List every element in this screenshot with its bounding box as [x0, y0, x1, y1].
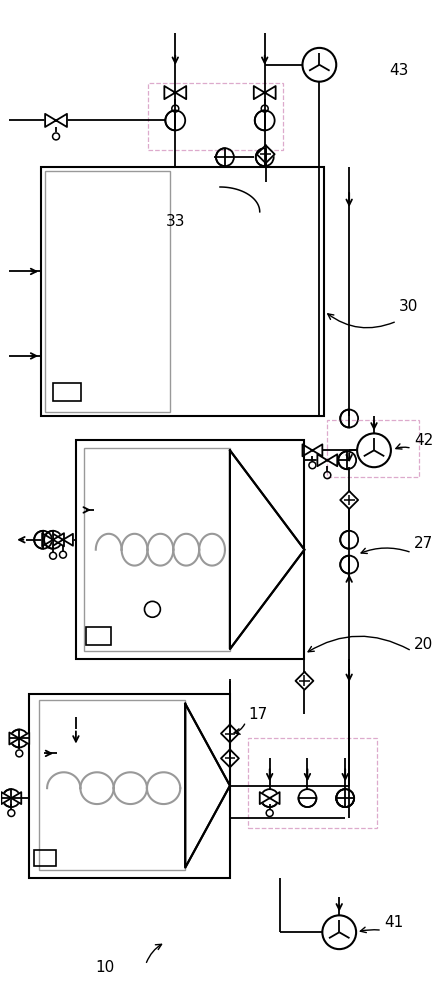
Polygon shape: [11, 792, 21, 804]
Polygon shape: [339, 491, 357, 509]
Polygon shape: [1, 792, 11, 804]
Polygon shape: [164, 86, 175, 99]
Polygon shape: [42, 533, 53, 546]
Polygon shape: [253, 86, 264, 99]
Bar: [247, 738, 376, 828]
Bar: [86, 627, 110, 645]
Polygon shape: [175, 86, 186, 99]
Polygon shape: [259, 792, 269, 804]
Polygon shape: [269, 792, 279, 804]
Bar: [39, 700, 185, 870]
Text: 27: 27: [413, 536, 432, 551]
Polygon shape: [264, 86, 275, 99]
Polygon shape: [63, 534, 73, 546]
Bar: [34, 850, 56, 866]
Polygon shape: [230, 450, 304, 649]
Polygon shape: [45, 114, 56, 127]
Bar: [148, 83, 282, 150]
Polygon shape: [327, 454, 336, 466]
Polygon shape: [317, 454, 327, 466]
Polygon shape: [9, 733, 19, 744]
Text: 17: 17: [247, 707, 266, 722]
Polygon shape: [19, 733, 29, 744]
Polygon shape: [220, 725, 238, 742]
Bar: [76, 440, 304, 659]
Text: 10: 10: [95, 960, 115, 975]
Polygon shape: [56, 114, 67, 127]
Polygon shape: [53, 534, 63, 546]
Text: 30: 30: [398, 299, 417, 314]
Polygon shape: [53, 533, 64, 546]
Polygon shape: [312, 444, 321, 456]
Polygon shape: [302, 444, 312, 456]
Polygon shape: [295, 672, 313, 690]
Bar: [327, 420, 418, 477]
Text: 33: 33: [165, 214, 184, 229]
Text: 41: 41: [383, 915, 402, 930]
Polygon shape: [256, 145, 274, 163]
Bar: [84, 448, 230, 651]
Text: 42: 42: [413, 433, 432, 448]
Bar: [45, 171, 170, 412]
Polygon shape: [185, 704, 230, 868]
Polygon shape: [220, 749, 238, 767]
Bar: [41, 167, 324, 416]
Bar: [53, 383, 81, 401]
Text: 20: 20: [413, 637, 432, 652]
Text: 43: 43: [388, 63, 407, 78]
Bar: [29, 694, 230, 878]
